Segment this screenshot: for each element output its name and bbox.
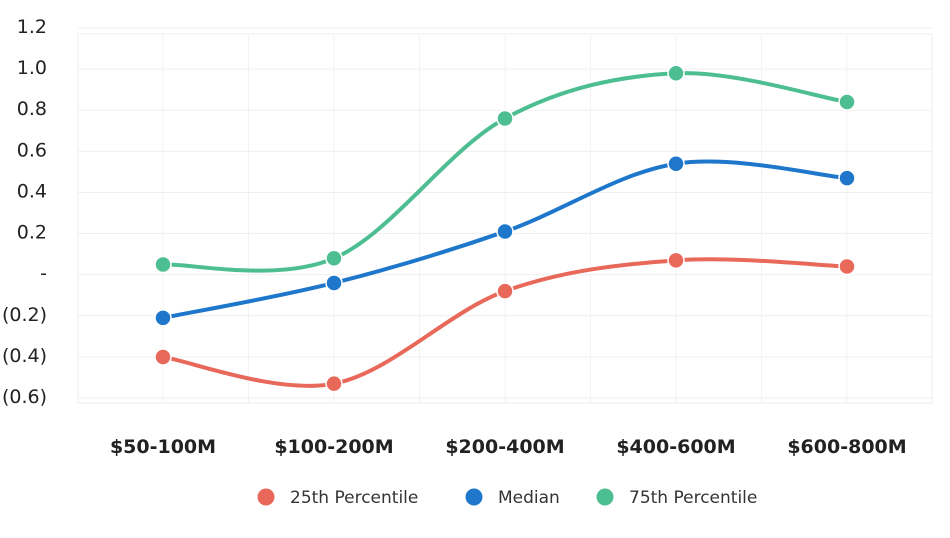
legend-label: 25th Percentile [290,488,418,508]
data-point [838,93,856,111]
legend-label: 75th Percentile [629,488,757,508]
data-point [496,109,514,128]
x-axis-ticks: $50-100M $100-200M $200-400M $400-600M $600-… [110,436,907,458]
x-tick-label: $100-200M [274,436,393,458]
legend: 25th Percentile Median 75th Percentile [257,488,757,508]
legend-marker [596,488,614,506]
data-point [154,255,172,274]
series-points [154,64,856,393]
data-point [325,374,343,393]
y-axis-ticks: 1.2 1.0 0.8 0.6 0.4 0.2 - (0.2) (0.4) (0.6) [2,16,47,408]
x-tick-label: $400-600M [616,436,735,458]
y-tick-label: 0.2 [17,222,47,244]
data-point [496,222,514,241]
data-point [838,257,856,276]
data-point [838,169,856,187]
y-tick-label: 0.6 [17,139,47,161]
grid [77,27,933,404]
y-tick-label: (0.6) [2,386,47,408]
y-tick-label: (0.4) [2,345,47,367]
y-tick-label: 1.2 [17,16,47,38]
y-tick-label: - [40,263,47,285]
data-point [325,274,343,292]
data-point [325,249,343,268]
legend-marker [257,488,275,506]
legend-marker [465,488,483,506]
y-tick-label: 0.8 [17,98,47,120]
x-tick-label: $50-100M [110,436,216,458]
y-tick-label: 0.4 [17,180,47,202]
data-point [667,154,685,173]
x-tick-label: $200-400M [445,436,564,458]
y-tick-label: (0.2) [2,304,47,326]
data-point [154,348,172,366]
data-point [496,282,514,300]
legend-label: Median [498,488,560,508]
data-point [154,309,172,327]
data-point [667,64,685,83]
data-point [667,251,685,270]
y-tick-label: 1.0 [17,57,47,79]
x-tick-label: $600-800M [787,436,906,458]
